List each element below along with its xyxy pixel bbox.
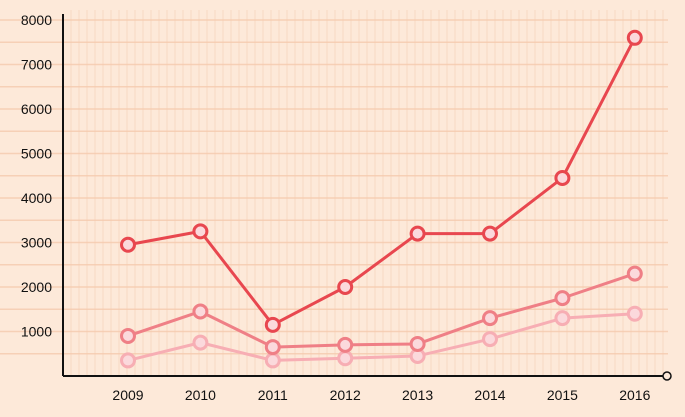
series-2 (120, 265, 643, 356)
x-tick-label: 2016 (619, 387, 650, 403)
data-point (337, 279, 354, 295)
vertical-gridlines (70, 10, 664, 376)
data-point (120, 327, 136, 344)
y-tick-label: 3000 (21, 235, 52, 251)
series-line (127, 312, 635, 362)
x-tick-label: 2014 (474, 387, 505, 403)
data-point (554, 169, 571, 186)
data-point (264, 352, 281, 369)
data-point (192, 303, 209, 320)
data-point (626, 29, 643, 46)
y-tick-label: 6000 (21, 101, 52, 117)
data-point (554, 310, 571, 327)
y-tick-label: 5000 (21, 146, 52, 162)
data-point (337, 350, 354, 367)
data-point (409, 225, 426, 242)
data-point (554, 290, 571, 307)
axes (62, 14, 672, 381)
x-axis-end-marker (662, 371, 672, 381)
series-group (120, 29, 643, 369)
y-tick-label: 1000 (21, 324, 52, 340)
data-point (626, 305, 643, 322)
x-axis-tick-labels: 2009 2010 2011 2012 2013 2014 2015 2016 (112, 387, 650, 403)
data-point (409, 335, 426, 352)
y-tick-label: 2000 (21, 279, 52, 295)
data-point (626, 265, 643, 282)
data-point (482, 310, 498, 327)
data-point (482, 225, 498, 242)
y-tick-label: 8000 (21, 12, 52, 28)
y-axis-tick-labels: 1000 2000 3000 4000 5000 6000 7000 8000 (21, 12, 52, 340)
data-point (264, 339, 281, 356)
x-tick-label: 2015 (547, 387, 578, 403)
x-tick-label: 2012 (330, 387, 361, 403)
series-line (127, 272, 636, 349)
data-point (192, 334, 209, 351)
data-point (337, 336, 354, 353)
x-tick-label: 2010 (185, 387, 216, 403)
x-tick-label: 2011 (258, 387, 288, 403)
data-point (264, 316, 281, 333)
data-point (120, 236, 136, 253)
data-point (482, 331, 498, 348)
y-tick-label: 4000 (21, 190, 52, 206)
horizontal-gridlines (0, 19, 668, 355)
y-tick-label: 7000 (21, 57, 52, 73)
series-1 (120, 29, 643, 333)
x-tick-label: 2009 (112, 387, 143, 403)
data-point (120, 352, 136, 369)
data-point (192, 223, 209, 240)
x-tick-label: 2013 (402, 387, 433, 403)
series-line (127, 37, 637, 327)
series-3 (120, 305, 643, 369)
